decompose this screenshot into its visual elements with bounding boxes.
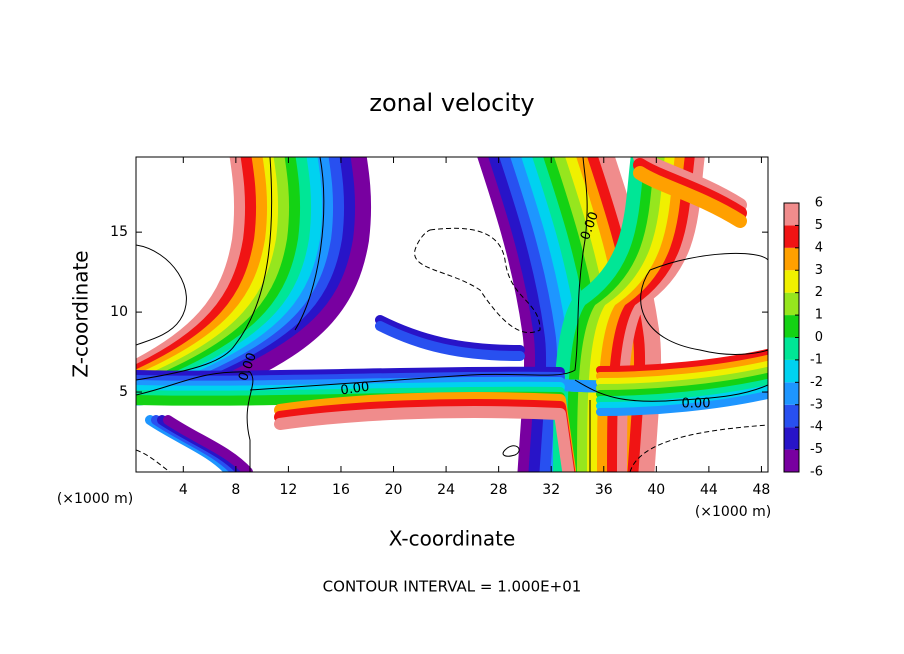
colorbar-box <box>784 427 799 450</box>
x-tick-label: 8 <box>231 482 240 498</box>
shade-band <box>274 392 576 472</box>
colorbar-box <box>784 404 799 428</box>
colorbar-label: -2 <box>810 375 823 390</box>
colorbar-box <box>784 203 799 226</box>
colorbar-label: -4 <box>810 420 823 435</box>
colorbar-label: 5 <box>815 218 823 233</box>
colorbar-label: 1 <box>815 308 823 323</box>
shade-band <box>274 399 576 472</box>
shade-band <box>596 378 768 404</box>
x-tick-label: 32 <box>542 482 560 498</box>
x-tick-label: 28 <box>490 482 508 498</box>
colorbar-box <box>784 449 799 472</box>
shade-band <box>596 384 768 410</box>
colorbar-box <box>784 337 799 360</box>
shade-band <box>596 390 768 416</box>
colorbar-label: 0 <box>815 330 823 345</box>
plot-frame <box>135 156 769 473</box>
y-tick-label: 15 <box>110 224 128 240</box>
y-axis-label: Z-coordinate <box>69 250 93 377</box>
shade-band <box>163 415 253 472</box>
shade-band <box>596 354 768 380</box>
chart-title: zonal velocity <box>369 89 534 117</box>
colorbar-box <box>784 292 799 316</box>
shade-band <box>375 315 525 355</box>
x-axis-label: X-coordinate <box>389 527 516 551</box>
colorbar-label: 2 <box>815 285 823 300</box>
x-tick-label: 24 <box>437 482 455 498</box>
colorbar-label: -5 <box>810 442 823 457</box>
shade-band <box>596 360 768 386</box>
shade-band <box>633 166 747 228</box>
colorbar-box <box>784 270 799 293</box>
x-tick-label: 4 <box>179 482 188 498</box>
colorbar-label: -3 <box>810 397 823 412</box>
contour-label: 0.00 <box>340 380 371 399</box>
shade-band <box>274 406 575 472</box>
y-tick-label: 5 <box>119 384 128 400</box>
x-unit: (×1000 m) <box>695 504 771 520</box>
colorbar-box <box>784 359 799 383</box>
x-tick-label: 40 <box>647 482 665 498</box>
x-unit: (×1000 m) <box>57 491 133 507</box>
shade-band <box>223 157 372 388</box>
colorbar-label: 6 <box>815 196 823 211</box>
shade-band <box>596 348 768 374</box>
x-tick-label: 36 <box>595 482 613 498</box>
colorbar-box <box>784 247 799 271</box>
contour-label: 0.00 <box>682 397 711 412</box>
colorbar-label: -1 <box>810 352 823 367</box>
x-tick-label: 44 <box>700 482 718 498</box>
colorbar-label: -6 <box>810 465 823 480</box>
contour-field <box>136 157 768 472</box>
colorbar-box <box>784 315 799 338</box>
shade-band <box>596 366 768 392</box>
shade-band <box>633 158 747 220</box>
contour-lines <box>136 157 768 472</box>
colorbar-label: 4 <box>815 240 823 255</box>
shade-band <box>596 372 768 398</box>
annotation: CONTOUR INTERVAL = 1.000E+01 <box>323 578 582 596</box>
colorbar-label: 3 <box>815 263 823 278</box>
shade-band <box>633 157 747 212</box>
colorbar-box <box>784 225 799 248</box>
shade-band <box>375 321 525 361</box>
x-tick-label: 12 <box>280 482 298 498</box>
x-tick-label: 16 <box>332 482 350 498</box>
x-tick-label: 20 <box>385 482 403 498</box>
x-tick-label: 48 <box>753 482 771 498</box>
y-tick-label: 10 <box>110 304 128 320</box>
colorbar-box <box>784 382 799 405</box>
